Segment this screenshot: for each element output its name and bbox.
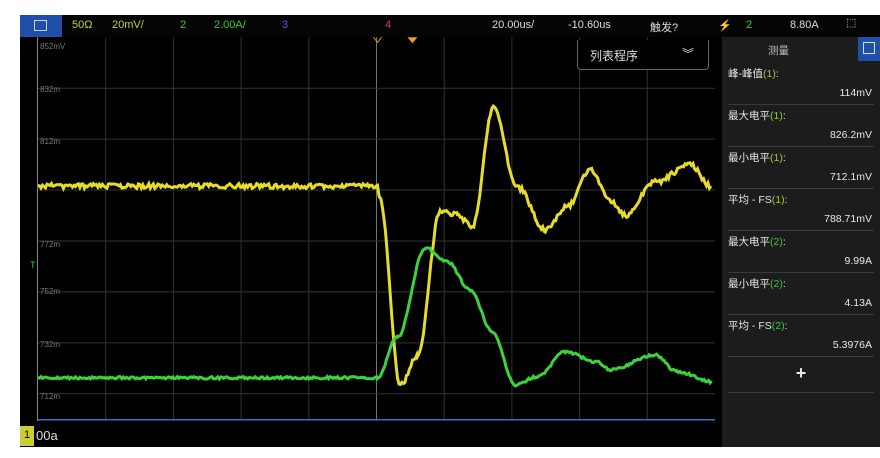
ch2-number[interactable]: 2 — [180, 19, 186, 31]
measurement-value: 4.13A — [845, 297, 872, 309]
measurement-value: 712.1mV — [830, 171, 872, 183]
time-delay[interactable]: -10.60us — [568, 19, 611, 31]
list-program-button[interactable]: 列表程序 ︾ — [577, 40, 709, 70]
ch1-scale[interactable]: 20mV/ — [112, 19, 144, 31]
window-icon[interactable]: ⬚ — [846, 16, 856, 29]
y-axis-label: 732m — [40, 340, 60, 349]
add-measurement-button[interactable]: + — [728, 363, 874, 393]
measurement-name: 平均 - FS(1): — [728, 192, 788, 207]
ch1-impedance[interactable]: 50Ω — [72, 19, 92, 31]
ch3-number[interactable]: 3 — [282, 19, 288, 31]
measurement-item[interactable]: 最大电平(2): 9.99A — [728, 231, 874, 273]
waveform-grid[interactable] — [37, 37, 715, 421]
measurement-name: 平均 - FS(2): — [728, 318, 788, 333]
y-axis-label: 832m — [40, 85, 60, 94]
measurement-value: 9.99A — [845, 255, 872, 267]
y-axis-label: 772m — [40, 240, 60, 249]
measurement-name: 最大电平(1): — [728, 108, 786, 123]
time-reference-marker[interactable] — [407, 37, 417, 43]
measurement-name: 峰-峰值(1): — [728, 66, 779, 81]
oscilloscope-screen: 50Ω 20mV/ 2 2.00A/ 3 4 20.00us/ -10.60us… — [20, 15, 880, 447]
top-status-bar: 50Ω 20mV/ 2 2.00A/ 3 4 20.00us/ -10.60us… — [20, 15, 880, 37]
trigger-level[interactable]: 8.80A — [790, 19, 819, 31]
y-axis-label: 752m — [40, 287, 60, 296]
ch2-scale[interactable]: 2.00A/ — [214, 19, 246, 31]
panel-title: 测量 — [768, 43, 789, 58]
trigger-position-marker[interactable] — [374, 37, 382, 42]
menu-button[interactable] — [20, 15, 62, 37]
measurement-name: 最小电平(2): — [728, 276, 786, 291]
measurement-item[interactable]: 平均 - FS(1): 788.71mV — [728, 189, 874, 231]
y-axis-label: 852mV — [40, 42, 65, 51]
measurement-name: 最小电平(1): — [728, 150, 786, 165]
double-chevron-down-icon: ︾ — [682, 45, 694, 62]
measurement-value: 5.3976A — [833, 339, 872, 351]
y-axis-label: 712m — [40, 392, 60, 401]
measurement-item[interactable]: 最小电平(2): 4.13A — [728, 273, 874, 315]
bottom-bar: 1 00a — [20, 425, 720, 447]
trigger-level-marker[interactable]: T — [30, 260, 36, 270]
bottom-label: 00a — [36, 428, 58, 443]
measurement-value: 788.71mV — [824, 213, 872, 225]
list-program-label: 列表程序 — [590, 47, 638, 64]
y-axis-label: 812m — [40, 137, 60, 146]
channel-2-waveform — [38, 248, 712, 386]
measurement-value: 114mV — [840, 87, 873, 99]
measurement-value: 826.2mV — [830, 129, 872, 141]
trigger-status: 触发? — [650, 19, 678, 35]
timebase[interactable]: 20.00us/ — [492, 19, 534, 31]
channel-badge[interactable]: 1 — [20, 426, 34, 446]
measurement-name: 最大电平(2): — [728, 234, 786, 249]
trigger-source[interactable]: 2 — [746, 19, 752, 31]
measurement-item[interactable]: 最小电平(1): 712.1mV — [728, 147, 874, 189]
trigger-edge-icon[interactable]: ⚡ — [718, 19, 732, 32]
menu-icon — [863, 42, 875, 54]
measurement-panel: 测量 峰-峰值(1): 114mV 最大电平(1): 826.2mV 最小电平(1): 7… — [722, 37, 880, 447]
ch4-number[interactable]: 4 — [385, 19, 391, 31]
measurement-item[interactable]: 最大电平(1): 826.2mV — [728, 105, 874, 147]
panel-menu-button[interactable] — [858, 37, 880, 61]
menu-icon — [34, 20, 47, 31]
measurement-item[interactable]: 峰-峰值(1): 114mV — [728, 63, 874, 105]
measurement-item[interactable]: 平均 - FS(2): 5.3976A — [728, 315, 874, 357]
